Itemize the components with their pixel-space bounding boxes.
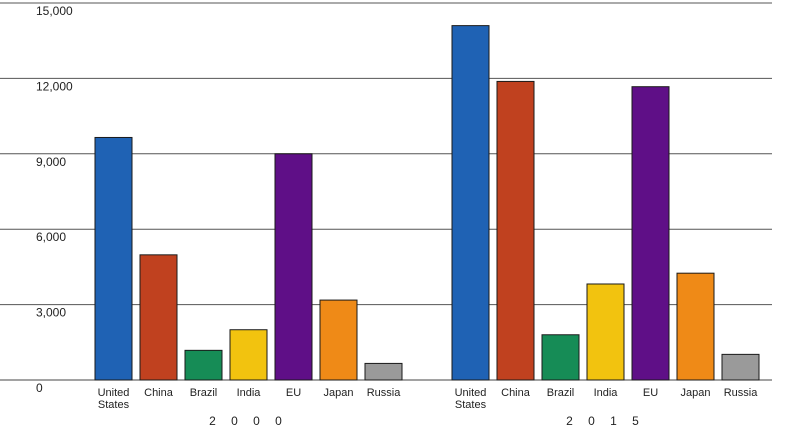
bar xyxy=(94,136,133,381)
x-category-label: China xyxy=(144,387,174,399)
bar xyxy=(721,353,760,381)
x-category-label: Russia xyxy=(367,387,402,399)
y-tick-label: 3,000 xyxy=(36,306,66,320)
bar xyxy=(364,362,403,381)
bar xyxy=(274,153,313,381)
x-category-label: India xyxy=(594,387,619,399)
x-category-label: United xyxy=(455,387,487,399)
bar xyxy=(541,334,580,381)
axis-labels: 03,0006,0009,00012,00015,000UnitedStates… xyxy=(36,4,758,428)
y-tick-label: 15,000 xyxy=(36,4,73,18)
bar xyxy=(451,25,490,381)
x-category-label: EU xyxy=(286,387,301,399)
y-tick-label: 6,000 xyxy=(36,230,66,244)
bar xyxy=(319,299,358,381)
group-label: 2 0 0 0 xyxy=(209,414,288,428)
x-category-label: Brazil xyxy=(547,387,575,399)
x-category-label: States xyxy=(455,399,487,411)
x-category-label: China xyxy=(501,387,531,399)
bar xyxy=(184,349,223,381)
x-category-label: Brazil xyxy=(190,387,218,399)
x-category-label: Japan xyxy=(324,387,354,399)
x-category-label: Russia xyxy=(724,387,759,399)
y-tick-label: 9,000 xyxy=(36,155,66,169)
bar xyxy=(586,283,625,381)
bar xyxy=(496,80,535,381)
bar xyxy=(631,86,670,381)
bar xyxy=(676,272,715,381)
x-category-label: EU xyxy=(643,387,658,399)
x-category-label: States xyxy=(98,399,130,411)
bar xyxy=(139,254,178,381)
bars xyxy=(94,25,760,381)
y-tick-label: 12,000 xyxy=(36,79,73,93)
x-category-label: Japan xyxy=(681,387,711,399)
bar xyxy=(229,329,268,381)
x-category-label: India xyxy=(237,387,262,399)
group-label: 2 0 1 5 xyxy=(566,414,645,428)
x-category-label: United xyxy=(98,387,130,399)
y-tick-label: 0 xyxy=(36,381,43,395)
